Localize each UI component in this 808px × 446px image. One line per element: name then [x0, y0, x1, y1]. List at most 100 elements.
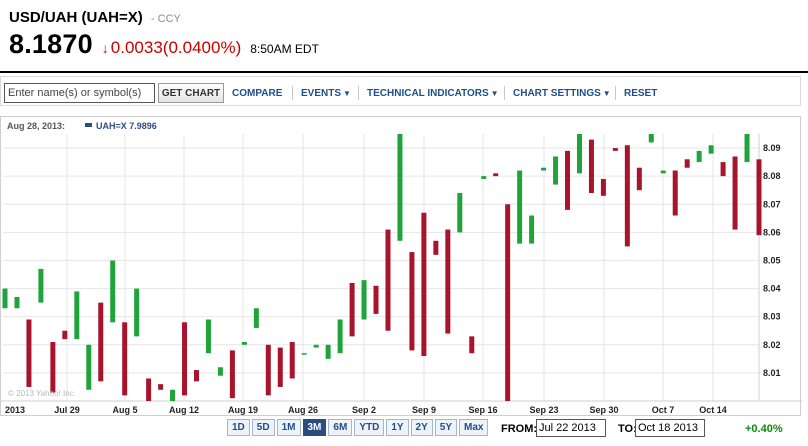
candle	[409, 252, 415, 351]
candle	[565, 150, 571, 210]
candle	[445, 229, 451, 334]
candle	[720, 162, 726, 177]
y-tick-label: 8.07	[763, 199, 781, 209]
candle	[158, 384, 164, 390]
candles-group	[2, 134, 762, 401]
toolbar-divider	[292, 86, 293, 100]
x-tick-label: Aug 19	[228, 405, 258, 415]
technical-indicators-menu[interactable]: TECHNICAL INDICATORS ▼	[367, 88, 499, 99]
header-divider	[0, 71, 808, 73]
exchange-label: - CCY	[150, 13, 181, 25]
toolbar-divider	[358, 86, 359, 100]
candle	[146, 378, 152, 401]
candle	[265, 344, 271, 396]
events-label: EVENTS	[301, 88, 342, 99]
candle	[493, 173, 499, 177]
candle	[553, 156, 559, 185]
candle	[38, 268, 44, 303]
down-arrow-icon: ↓	[101, 40, 109, 56]
chart-settings-menu[interactable]: CHART SETTINGS ▼	[513, 88, 611, 99]
candle	[241, 341, 247, 345]
legend-date: Aug 28, 2013:	[7, 121, 65, 131]
candle	[481, 176, 487, 179]
candle	[205, 319, 211, 354]
candle	[648, 134, 654, 143]
range-button-2y[interactable]: 2Y	[410, 419, 433, 436]
candle	[660, 170, 666, 174]
range-button-3m[interactable]: 3M	[302, 419, 327, 436]
chart-area[interactable]: 8.01 8.02 8.03 8.04 8.05 8.06 8.07 8.08 8.09 201…	[0, 116, 802, 416]
chart-toolbar: GET CHART COMPARE EVENTS▼ TECHNICAL INDI…	[0, 76, 801, 106]
candle	[229, 350, 235, 399]
candle	[588, 139, 594, 194]
range-button-max[interactable]: Max	[459, 419, 489, 436]
candle	[421, 212, 427, 357]
y-axis: 8.01 8.02 8.03 8.04 8.05 8.06 8.07 8.08 8.09	[763, 143, 781, 378]
candle	[612, 148, 618, 151]
range-change: +0.40%	[745, 423, 783, 435]
candle	[182, 322, 188, 396]
y-tick-label: 8.04	[763, 284, 781, 294]
candle	[469, 336, 475, 354]
x-tick-label: Sep 2	[352, 405, 376, 415]
candle	[301, 353, 307, 355]
x-tick-label: Sep 9	[412, 405, 436, 415]
candle	[696, 150, 702, 163]
compare-button[interactable]: COMPARE	[232, 88, 283, 99]
candle	[529, 215, 535, 244]
candle	[170, 389, 176, 401]
quote-header: USD/UAH (UAH=X) - CCY	[9, 9, 181, 26]
candle	[457, 193, 463, 233]
settings-label: CHART SETTINGS	[513, 88, 601, 99]
x-tick-label: 2013	[5, 405, 25, 415]
candle	[134, 288, 140, 337]
x-tick-label: Sep 16	[468, 405, 497, 415]
candle	[110, 260, 116, 323]
candle	[361, 280, 367, 320]
candle	[253, 308, 259, 328]
candle	[86, 344, 92, 390]
x-tick-label: Aug 26	[288, 405, 318, 415]
to-label: TO:	[618, 423, 637, 435]
candle	[397, 134, 403, 241]
from-date-input[interactable]	[536, 419, 606, 437]
grid-lines	[1, 134, 802, 402]
get-chart-button[interactable]: GET CHART	[158, 83, 224, 103]
range-button-5y[interactable]: 5Y	[434, 419, 458, 436]
candle	[600, 178, 606, 196]
symbol-title: USD/UAH (UAH=X)	[9, 9, 143, 26]
candle	[313, 344, 319, 348]
y-tick-label: 8.09	[763, 143, 781, 153]
x-tick-label: Sep 30	[589, 405, 618, 415]
technical-label: TECHNICAL INDICATORS	[367, 88, 489, 99]
range-button-ytd[interactable]: YTD	[354, 419, 385, 436]
caret-down-icon: ▼	[343, 89, 351, 98]
from-label: FROM:	[501, 423, 538, 435]
events-menu[interactable]: EVENTS ▼	[301, 88, 351, 99]
range-button-1m[interactable]: 1M	[276, 419, 301, 436]
x-tick-label: Sep 23	[529, 405, 558, 415]
quote-line: 8.1870 ↓ 0.0033 (0.0400%) 8:50AM EDT	[9, 29, 319, 61]
change-value: 0.0033	[110, 38, 163, 57]
y-tick-label: 8.02	[763, 340, 781, 350]
candle	[505, 204, 511, 401]
range-button-1d[interactable]: 1D	[227, 419, 250, 436]
range-button-5d[interactable]: 5D	[251, 419, 275, 436]
candle	[14, 297, 20, 309]
to-date-input[interactable]	[635, 419, 705, 437]
copyright-watermark: © 2013 Yahoo! Inc.	[8, 389, 76, 398]
candlestick-chart: 8.01 8.02 8.03 8.04 8.05 8.06 8.07 8.08 8.09 201…	[1, 121, 802, 415]
candle	[289, 341, 295, 379]
legend-series: UAH=X 7.9896	[96, 121, 157, 131]
candle	[672, 170, 678, 216]
range-button-1y[interactable]: 1Y	[386, 419, 409, 436]
candle	[337, 319, 343, 354]
chart-legend: Aug 28, 2013: UAH=X 7.9896	[7, 121, 157, 131]
x-tick-label: Oct 7	[652, 405, 675, 415]
reset-button[interactable]: RESET	[624, 88, 658, 99]
range-button-6m[interactable]: 6M	[328, 419, 353, 436]
legend-swatch	[85, 123, 92, 127]
candle	[62, 330, 68, 340]
candle	[373, 285, 379, 314]
symbol-search-input[interactable]	[4, 83, 155, 103]
